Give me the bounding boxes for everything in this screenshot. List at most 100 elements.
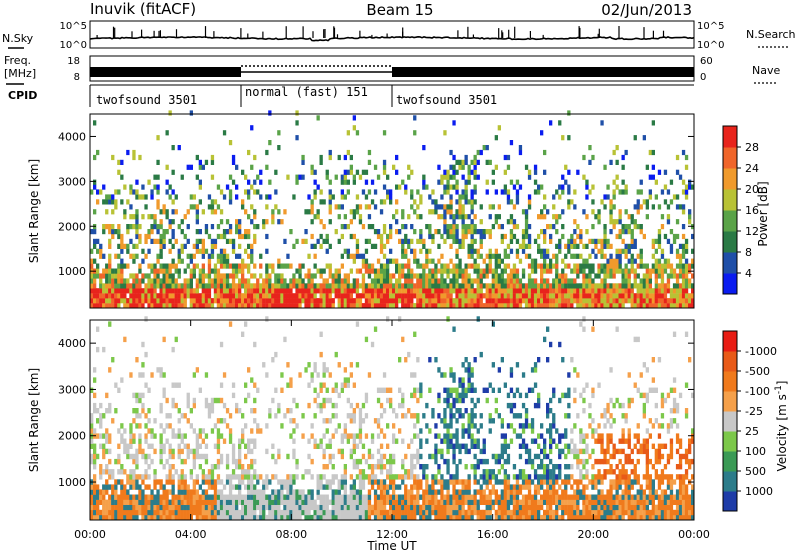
scatter-cell xyxy=(404,263,408,269)
scatter-cell xyxy=(319,408,323,414)
scatter-cell xyxy=(428,504,432,511)
scatter-cell xyxy=(373,464,378,470)
scatter-cell xyxy=(540,494,544,500)
scatter-cell xyxy=(567,303,571,309)
scatter-cell xyxy=(379,248,384,254)
scatter-cell xyxy=(213,504,218,511)
scatter-cell xyxy=(225,514,230,521)
scatter-cell xyxy=(392,494,396,500)
scatter-cell xyxy=(153,224,157,230)
scatter-cell xyxy=(473,268,477,274)
scatter-cell xyxy=(358,268,363,274)
scatter-cell xyxy=(440,253,444,259)
scatter-cell xyxy=(555,214,559,220)
scatter-cell xyxy=(280,387,284,393)
scatter-cell xyxy=(352,408,356,414)
scatter-cell xyxy=(449,438,453,444)
scatter-cell xyxy=(298,303,302,309)
scatter-cell xyxy=(455,248,459,254)
scatter-cell xyxy=(404,499,408,505)
scatter-cell xyxy=(331,509,335,516)
freq-bar-segment-2 xyxy=(392,67,694,77)
scatter-cell xyxy=(521,288,526,294)
scatter-cell xyxy=(370,303,375,309)
scatter-cell xyxy=(222,402,227,409)
scatter-cell xyxy=(343,303,347,309)
scatter-cell xyxy=(126,443,130,449)
scatter-cell xyxy=(503,253,507,259)
scatter-cell xyxy=(138,298,142,304)
scatter-cell xyxy=(431,453,435,460)
scatter-cell xyxy=(473,154,477,161)
scatter-cell xyxy=(464,263,468,269)
scatter-cell xyxy=(376,293,381,299)
scatter-cell xyxy=(681,233,686,240)
scatter-cell xyxy=(228,238,233,244)
scatter-cell xyxy=(395,298,399,304)
scatter-cell xyxy=(340,453,344,460)
scatter-cell xyxy=(222,283,227,289)
scatter-cell xyxy=(392,283,396,289)
scatter-cell xyxy=(398,268,402,274)
scatter-cell xyxy=(675,169,680,175)
scatter-cell xyxy=(117,453,121,460)
scatter-cell xyxy=(99,293,103,299)
scatter-cell xyxy=(352,489,356,495)
scatter-cell xyxy=(473,413,477,419)
scatter-cell xyxy=(304,509,308,516)
scatter-cell xyxy=(244,397,248,404)
scatter-cell xyxy=(159,402,163,409)
scatter-cell xyxy=(165,509,169,516)
scatter-cell xyxy=(561,303,565,309)
scatter-cell xyxy=(524,418,529,424)
scatter-cell xyxy=(588,303,592,309)
scatter-cell xyxy=(546,268,550,274)
scatter-cell xyxy=(361,499,366,505)
scatter-cell xyxy=(633,219,637,225)
scatter-cell xyxy=(672,273,677,279)
scatter-cell xyxy=(204,288,209,294)
colorbar-level-label: 28 xyxy=(745,141,759,154)
scatter-cell xyxy=(458,514,462,521)
scatter-cell xyxy=(346,377,350,383)
scatter-cell xyxy=(198,179,202,185)
scatter-cell xyxy=(216,458,221,465)
scatter-cell xyxy=(364,303,369,309)
scatter-cell xyxy=(681,243,686,249)
scatter-cell xyxy=(603,273,607,279)
scatter-cell xyxy=(464,387,468,393)
scatter-cell xyxy=(168,263,172,269)
scatter-cell xyxy=(582,293,586,299)
scatter-cell xyxy=(600,303,604,309)
scatter-cell xyxy=(552,224,556,230)
scatter-cell xyxy=(386,514,390,521)
scatter-cell xyxy=(159,453,163,460)
scatter-cell xyxy=(428,194,432,200)
scatter-cell xyxy=(90,303,94,309)
scatter-cell xyxy=(120,489,124,495)
scatter-cell xyxy=(307,489,311,495)
scatter-cell xyxy=(506,504,511,511)
scatter-cell xyxy=(467,387,471,393)
scatter-cell xyxy=(117,499,121,505)
scatter-cell xyxy=(228,514,233,521)
scatter-cell xyxy=(367,448,372,455)
scatter-cell xyxy=(280,484,284,490)
scatter-cell xyxy=(452,298,456,304)
scatter-cell xyxy=(262,499,266,505)
scatter-cell xyxy=(491,283,495,289)
scatter-cell xyxy=(192,428,196,434)
scatter-cell xyxy=(192,484,196,490)
scatter-cell xyxy=(470,387,474,393)
scatter-cell xyxy=(482,293,486,299)
scatter-cell xyxy=(527,288,532,294)
scatter-cell xyxy=(183,214,187,220)
scatter-cell xyxy=(546,283,550,289)
scatter-cell xyxy=(123,438,127,444)
scatter-cell xyxy=(129,288,133,294)
scatter-cell xyxy=(340,194,344,200)
scatter-cell xyxy=(132,484,136,490)
scatter-cell xyxy=(265,268,269,274)
scatter-cell xyxy=(159,458,163,465)
scatter-cell xyxy=(494,258,498,264)
